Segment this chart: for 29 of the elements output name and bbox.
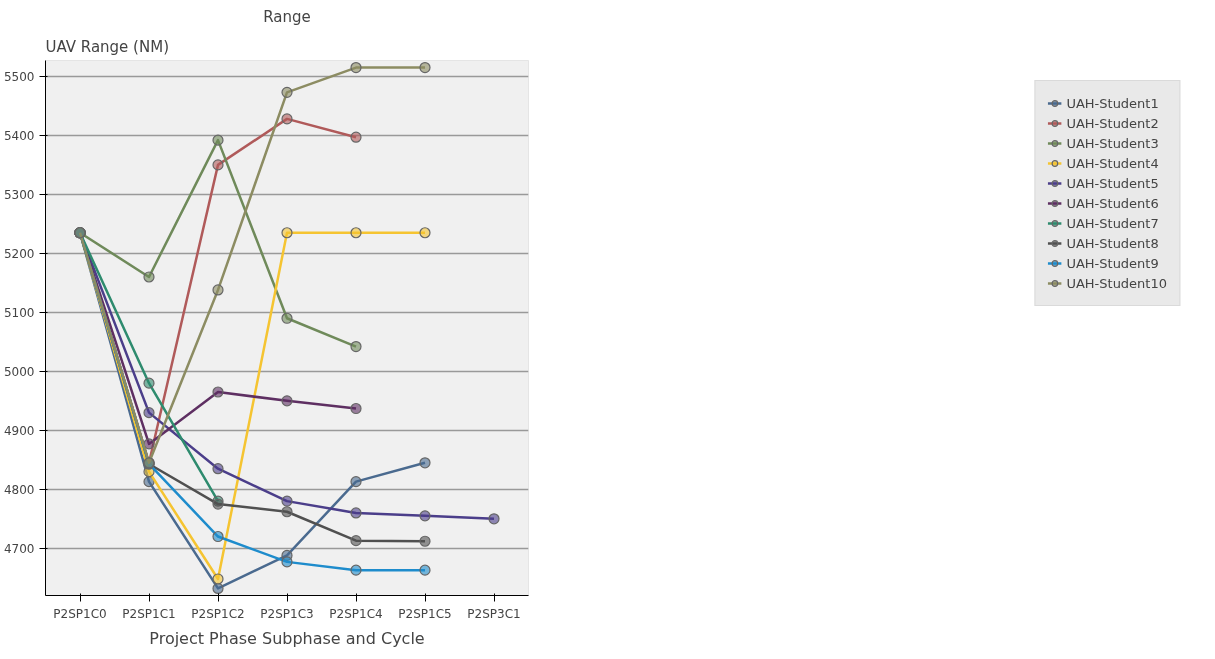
- x-tick-label: P2SP3C1: [467, 606, 521, 621]
- x-tick-label: P2SP1C4: [329, 606, 383, 621]
- legend-label: UAH-Student3: [1066, 135, 1159, 151]
- legend-label: UAH-Student1: [1066, 95, 1159, 111]
- x-tick-label: P2SP1C3: [260, 606, 314, 621]
- legend-label: UAH-Student2: [1066, 115, 1159, 131]
- y-tick-label: 4900: [3, 423, 35, 438]
- y-tick-label: 4700: [3, 541, 35, 556]
- legend-label: UAH-Student8: [1066, 235, 1159, 251]
- y-tick-label: 5300: [3, 187, 35, 202]
- legend-label: UAH-Student4: [1066, 155, 1159, 171]
- y-tick-label: 5500: [3, 69, 35, 84]
- y-axis-title: UAV Range (NM): [45, 37, 169, 56]
- legend-label: UAH-Student10: [1066, 275, 1167, 291]
- legend-label: UAH-Student9: [1066, 255, 1159, 271]
- x-axis-title: Project Phase Subphase and Cycle: [149, 628, 425, 648]
- legend-label: UAH-Student7: [1066, 215, 1159, 231]
- x-tick-label: P2SP1C1: [122, 606, 176, 621]
- y-tick-label: 5400: [3, 128, 35, 143]
- x-tick-label: P2SP1C5: [398, 606, 452, 621]
- y-tick-label: 5100: [3, 305, 35, 320]
- x-tick-label: P2SP1C0: [53, 606, 107, 621]
- y-tick-label: 5200: [3, 246, 35, 261]
- chart-title: Range: [263, 7, 311, 26]
- y-tick-label: 5000: [3, 364, 35, 379]
- legend-label: UAH-Student5: [1066, 175, 1159, 191]
- legend-label: UAH-Student6: [1066, 195, 1159, 211]
- x-tick-label: P2SP1C2: [191, 606, 245, 621]
- y-tick-label: 4800: [3, 482, 35, 497]
